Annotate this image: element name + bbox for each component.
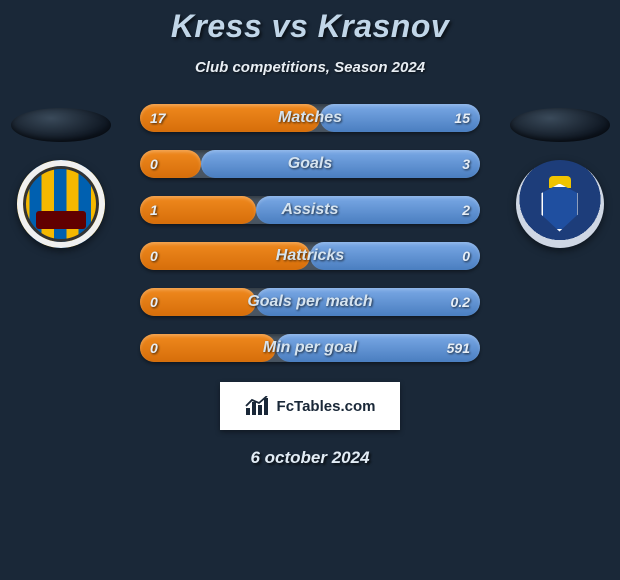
right-value: 0 xyxy=(462,248,470,264)
left-player-column xyxy=(8,104,113,248)
left-value: 0 xyxy=(150,156,158,172)
stat-label: Matches xyxy=(278,109,342,127)
right-value: 591 xyxy=(447,340,470,356)
site-logo[interactable]: FcTables.com xyxy=(220,382,400,430)
right-value: 3 xyxy=(462,156,470,172)
right-value: 2 xyxy=(462,202,470,218)
stat-label: Min per goal xyxy=(263,339,357,357)
left-value: 1 xyxy=(150,202,158,218)
comparison-card: Kress vs Krasnov Club competitions, Seas… xyxy=(0,0,620,468)
left-bar-fill xyxy=(140,334,276,362)
right-flag-icon xyxy=(510,108,610,142)
stat-bar: Min per goal 0 591 xyxy=(140,334,480,362)
site-logo-label: FcTables.com xyxy=(277,398,376,415)
site-logo-icon xyxy=(245,396,271,416)
right-value: 15 xyxy=(454,110,470,126)
stat-bar: Goals per match 0 0.2 xyxy=(140,288,480,316)
right-player-column xyxy=(507,104,612,248)
right-club-badge-icon xyxy=(516,160,604,248)
stat-label: Goals per match xyxy=(247,293,372,311)
stat-bar: Assists 1 2 xyxy=(140,196,480,224)
date-label: 6 october 2024 xyxy=(0,448,620,468)
left-value: 17 xyxy=(150,110,166,126)
left-value: 0 xyxy=(150,294,158,310)
stat-label: Assists xyxy=(282,201,339,219)
stat-label: Hattricks xyxy=(276,247,344,265)
left-flag-icon xyxy=(11,108,111,142)
right-value: 0.2 xyxy=(451,294,470,310)
left-club-badge-icon xyxy=(17,160,105,248)
right-bar-fill xyxy=(201,150,480,178)
left-value: 0 xyxy=(150,340,158,356)
stat-bar: Goals 0 3 xyxy=(140,150,480,178)
stat-bar: Matches 17 15 xyxy=(140,104,480,132)
stat-bar: Hattricks 0 0 xyxy=(140,242,480,270)
main-row: Matches1715Goals03Assists12Hattricks00Go… xyxy=(0,104,620,362)
stats-bars: Matches1715Goals03Assists12Hattricks00Go… xyxy=(121,104,499,362)
page-title: Kress vs Krasnov xyxy=(0,8,620,45)
left-value: 0 xyxy=(150,248,158,264)
stat-label: Goals xyxy=(288,155,332,173)
subtitle: Club competitions, Season 2024 xyxy=(0,59,620,76)
